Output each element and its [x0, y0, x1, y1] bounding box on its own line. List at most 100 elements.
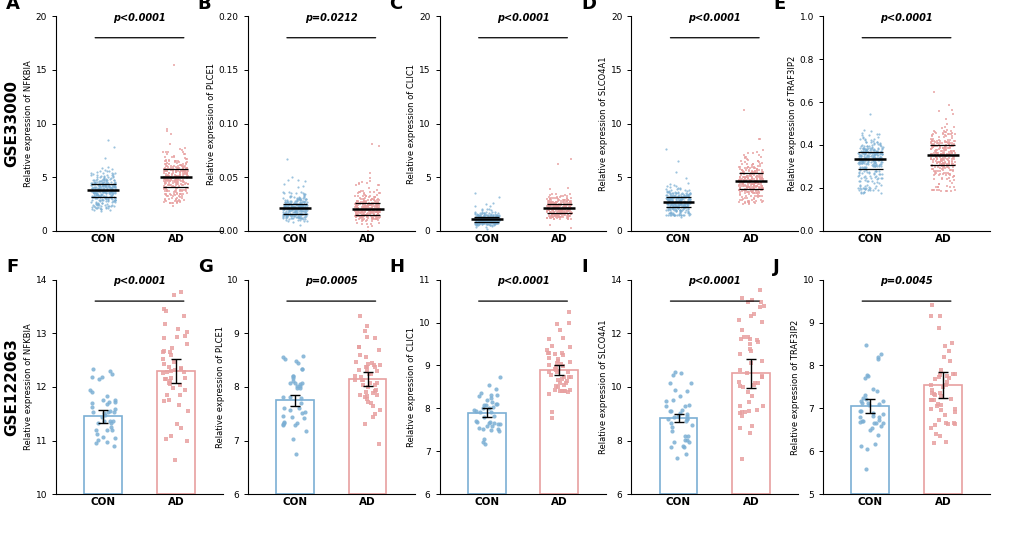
Point [858, 159, 874, 167]
Point [280, 214, 297, 223]
Point [487, 218, 503, 227]
Point [865, 149, 881, 157]
Point [91, 195, 107, 204]
Point [853, 141, 869, 149]
Point [743, 192, 759, 200]
Point [282, 197, 299, 205]
Point [475, 216, 491, 225]
Point [275, 418, 291, 426]
Point [738, 369, 754, 377]
Point [292, 198, 309, 207]
Point [174, 169, 191, 178]
Point [545, 210, 561, 218]
Point [277, 212, 293, 220]
Point [357, 211, 373, 219]
Point [87, 184, 103, 193]
Point [466, 214, 482, 223]
Point [929, 107, 946, 116]
Point [663, 196, 680, 205]
Point [867, 148, 883, 157]
Point [278, 211, 294, 219]
Point [362, 370, 378, 379]
Point [292, 203, 309, 212]
Point [561, 197, 578, 205]
Point [549, 203, 566, 212]
Point [364, 207, 380, 216]
Point [680, 206, 696, 215]
Point [485, 218, 501, 227]
Point [87, 203, 103, 212]
Point [358, 201, 374, 210]
Point [930, 141, 947, 150]
Point [362, 378, 378, 387]
Point [872, 174, 889, 182]
Point [659, 194, 676, 203]
Point [352, 214, 368, 223]
Point [753, 372, 769, 381]
Point [747, 179, 763, 187]
Point [940, 143, 956, 152]
Point [105, 178, 121, 187]
Point [283, 203, 300, 212]
Point [278, 202, 294, 211]
Point [371, 206, 387, 214]
Point [559, 206, 576, 214]
Point [157, 160, 173, 168]
Point [368, 213, 384, 222]
Point [91, 191, 107, 200]
Point [560, 202, 577, 211]
Point [471, 218, 487, 227]
Point [170, 176, 186, 185]
Point [474, 205, 490, 213]
Point [358, 192, 374, 201]
Point [922, 137, 938, 146]
Point [854, 189, 870, 198]
Point [922, 135, 938, 144]
Point [474, 403, 490, 412]
Point [941, 137, 957, 146]
Point [347, 211, 364, 220]
Point [751, 184, 767, 193]
Point [289, 201, 306, 210]
Point [553, 206, 570, 214]
Point [548, 202, 565, 211]
Point [88, 199, 104, 208]
Point [298, 427, 314, 435]
Point [561, 204, 578, 213]
Point [359, 203, 375, 212]
Point [856, 145, 872, 154]
Point [98, 200, 114, 209]
Point [869, 148, 886, 156]
Point [103, 187, 119, 196]
Point [553, 209, 570, 218]
Point [554, 334, 571, 343]
Point [552, 207, 569, 216]
Point [156, 359, 172, 368]
Point [487, 214, 503, 223]
Point [284, 213, 301, 222]
Point [562, 204, 579, 213]
Point [482, 390, 498, 399]
Point [658, 191, 675, 200]
Point [669, 203, 686, 212]
Point [943, 179, 959, 188]
Point [562, 209, 579, 217]
Point [946, 186, 962, 195]
Point [740, 197, 756, 205]
Point [562, 193, 579, 202]
Point [922, 395, 938, 404]
Point [281, 204, 298, 213]
Point [945, 419, 961, 427]
Point [178, 163, 195, 172]
Point [868, 147, 884, 155]
Point [864, 154, 880, 162]
Point [490, 214, 506, 223]
Point [853, 168, 869, 177]
Point [677, 202, 693, 211]
Point [85, 193, 101, 201]
Point [868, 150, 884, 159]
Point [177, 167, 194, 175]
Point [866, 149, 882, 158]
Point [103, 192, 119, 200]
Point [363, 220, 379, 229]
